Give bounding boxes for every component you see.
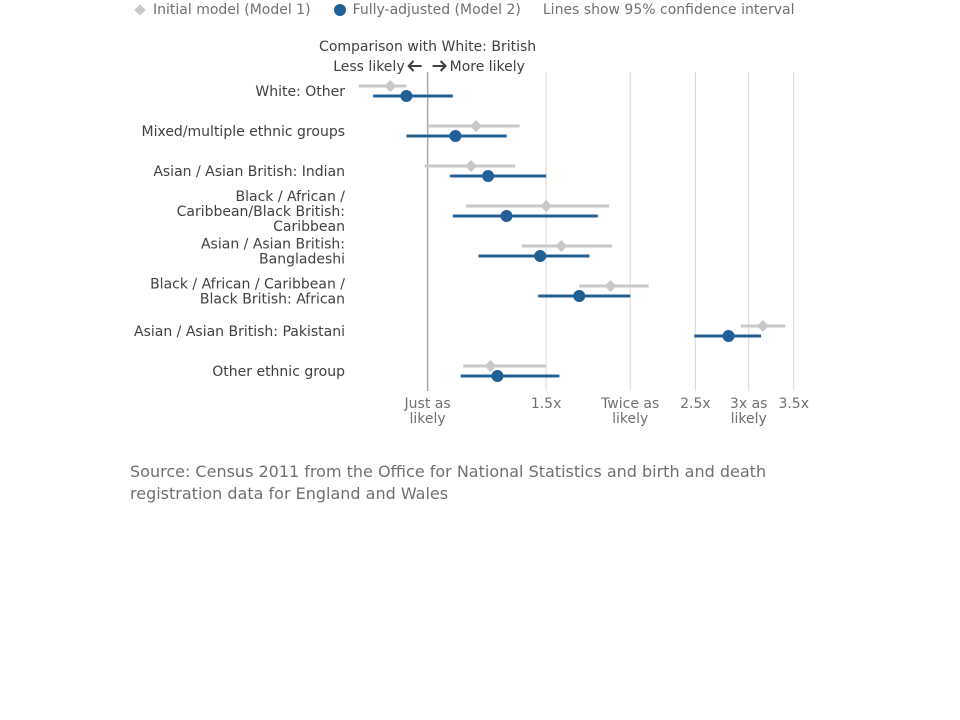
legend-note: Lines show 95% confidence interval — [543, 2, 795, 18]
x-tick-label: likely — [731, 411, 767, 427]
point-model1 — [555, 240, 568, 252]
legend: Initial model (Model 1) Fully-adjusted (… — [133, 0, 816, 20]
point-model2 — [534, 250, 547, 262]
x-tick-label: 3x as — [730, 396, 768, 412]
x-tick-label: 2.5x — [680, 396, 711, 412]
point-model1 — [540, 200, 553, 212]
category-label: Mixed/multiple ethnic groups — [142, 124, 346, 140]
diamond-icon — [134, 4, 146, 16]
point-model2 — [482, 170, 495, 182]
category-label: Bangladeshi — [259, 252, 345, 268]
point-model2 — [573, 290, 586, 302]
category-label: Other ethnic group — [212, 364, 345, 380]
x-tick-label: likely — [410, 411, 446, 427]
point-model2 — [491, 370, 504, 382]
right-arrow-head-icon — [439, 60, 448, 72]
legend-note-text: Lines show 95% confidence interval — [542, 2, 795, 18]
point-model2 — [500, 210, 513, 222]
x-tick-label: likely — [612, 411, 648, 427]
category-label: Caribbean/Black British: — [177, 204, 345, 220]
category-label: Asian / Asian British: Pakistani — [134, 324, 345, 340]
point-model1 — [464, 160, 477, 172]
legend-item-model1: Initial model (Model 1) — [133, 2, 311, 18]
category-label: White: Other — [255, 84, 345, 100]
more-likely-label: More likely — [450, 59, 525, 75]
point-model1 — [484, 360, 497, 372]
x-tick-label: Just as — [404, 396, 451, 412]
legend-label-model1: Initial model (Model 1) — [153, 2, 311, 18]
circle-icon — [333, 4, 346, 16]
less-likely-label: Less likely — [333, 59, 404, 75]
x-tick-label: 1.5x — [531, 396, 562, 412]
category-label: Asian / Asian British: Indian — [153, 164, 345, 180]
point-model1 — [469, 120, 482, 132]
category-label: Asian / Asian British: — [201, 237, 345, 253]
point-model1 — [756, 320, 769, 332]
category-label: Black / African / — [236, 189, 346, 205]
comparison-title: Comparison with White: British — [319, 39, 536, 55]
point-model2 — [400, 90, 413, 102]
legend-label-model2: Fully-adjusted (Model 2) — [352, 2, 521, 18]
legend-item-model2: Fully-adjusted (Model 2) — [333, 2, 521, 18]
x-tick-label: 3.5x — [778, 396, 809, 412]
x-tick-label: Twice as — [600, 396, 659, 412]
category-label: Black British: African — [200, 292, 345, 308]
left-arrow-head-icon — [407, 60, 415, 72]
point-model1 — [604, 280, 617, 292]
source-note: Source: Census 2011 from the Office for … — [130, 462, 767, 503]
point-model2 — [722, 330, 735, 342]
point-model1 — [384, 80, 397, 92]
category-label: Black / African / Caribbean / — [150, 277, 345, 293]
category-label: Caribbean — [273, 219, 345, 235]
point-model2 — [449, 130, 462, 142]
